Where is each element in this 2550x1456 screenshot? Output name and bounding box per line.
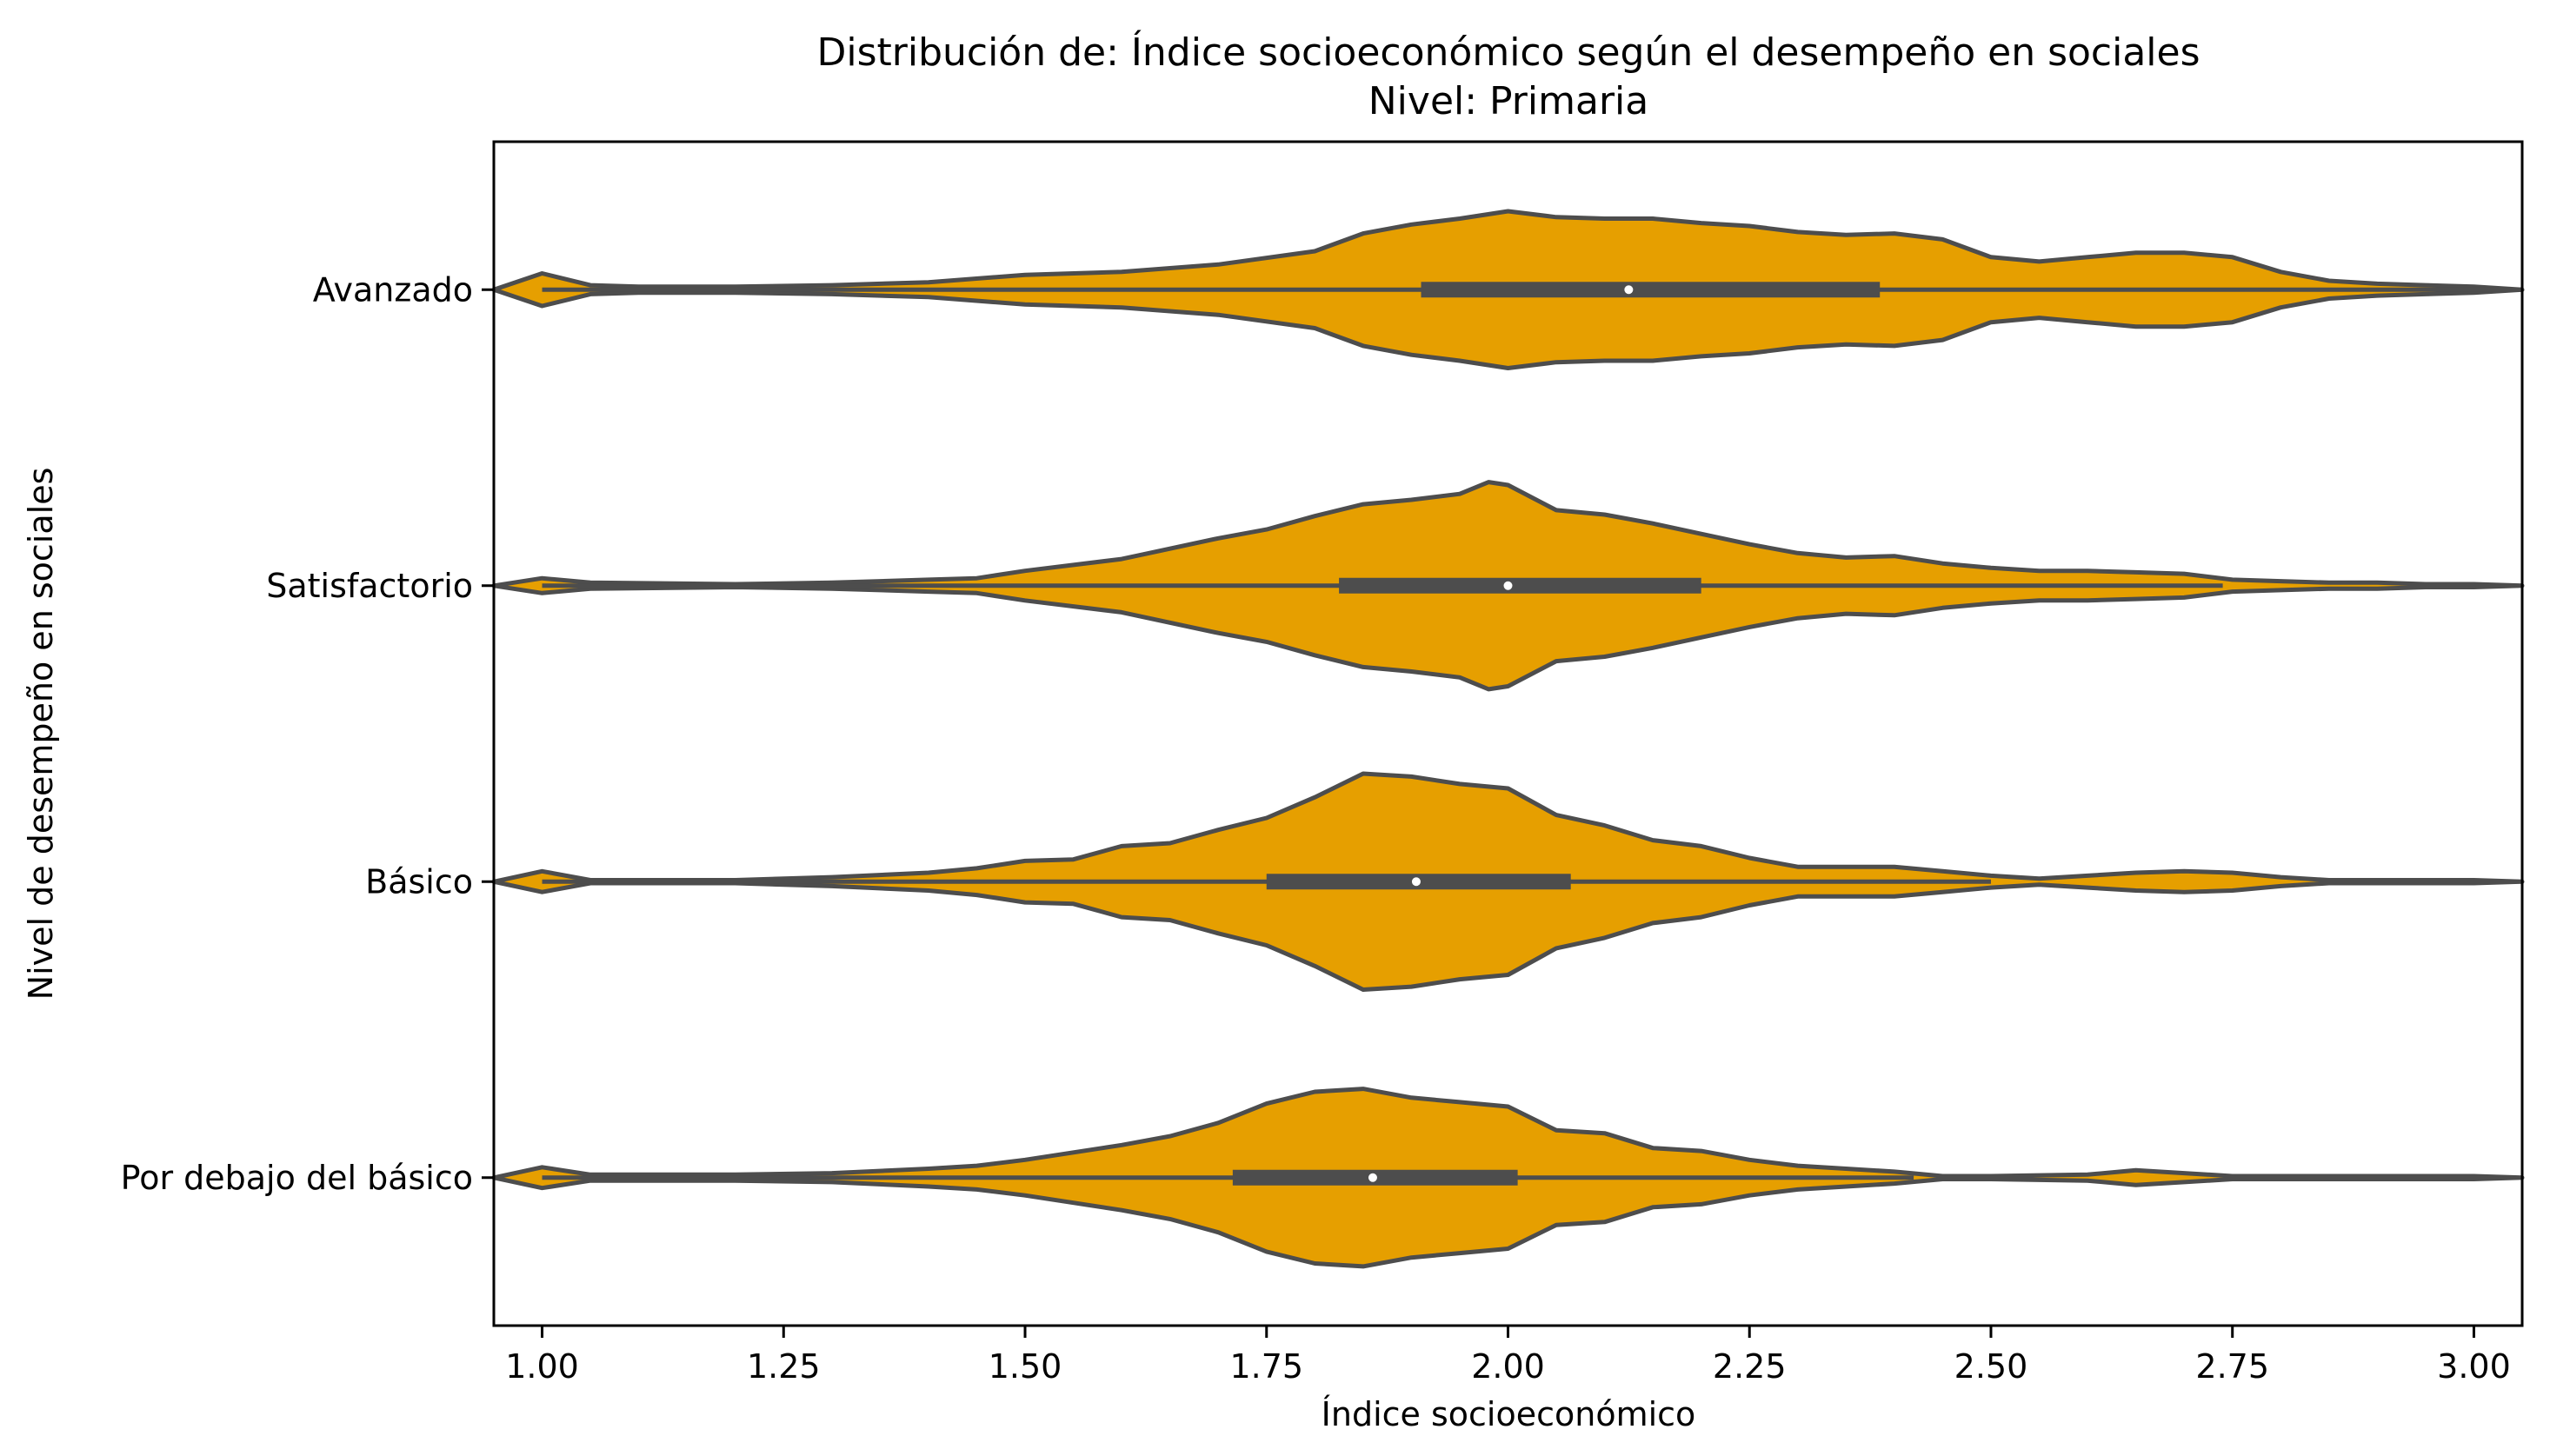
violin-0 [491, 209, 2525, 370]
y-axis-ticks: Avanzado Satisfactorio Básico Por debajo de… [121, 270, 494, 1197]
violin-median-point [1624, 285, 1634, 295]
y-axis-label: Nivel de desempeño en sociales [22, 468, 60, 1001]
x-tick-label: 2.75 [2195, 1347, 2269, 1386]
x-axis-label: Índice socioeconómico [1322, 1395, 1696, 1433]
x-tick-label: 2.50 [1954, 1347, 2028, 1386]
violin-median-point [1411, 877, 1421, 887]
y-tick-label: Avanzado [313, 270, 473, 309]
x-tick-label: 2.25 [1713, 1347, 1787, 1386]
x-tick-label: 3.00 [2437, 1347, 2511, 1386]
violin-median-point [1503, 581, 1513, 590]
x-tick-label: 2.00 [1471, 1347, 1545, 1386]
y-tick-label: Básico [365, 862, 473, 901]
chart-title: Distribución de: Índice socioeconómico s… [816, 29, 2200, 75]
x-tick-label: 1.75 [1229, 1347, 1303, 1386]
violin-3 [491, 1087, 2525, 1269]
violin-median-point [1368, 1173, 1377, 1182]
violin-1 [491, 480, 2525, 692]
violin-iqr-box [1339, 577, 1701, 594]
plot-area [491, 209, 2525, 1269]
x-tick-label: 1.25 [747, 1347, 821, 1386]
y-tick-label: Satisfactorio [266, 567, 473, 605]
y-tick-label: Por debajo del básico [121, 1159, 473, 1197]
x-tick-label: 1.50 [989, 1347, 1062, 1386]
x-tick-label: 1.00 [505, 1347, 579, 1386]
violin-2 [491, 771, 2525, 992]
plot-frame [492, 140, 2524, 1327]
x-axis-ticks: 1.00 1.25 1.50 1.75 2.00 2.25 2.50 2.75 3.00 [505, 1326, 2511, 1386]
chart-subtitle: Nivel: Primaria [1368, 79, 1648, 123]
violin-iqr-box [1421, 282, 1881, 298]
